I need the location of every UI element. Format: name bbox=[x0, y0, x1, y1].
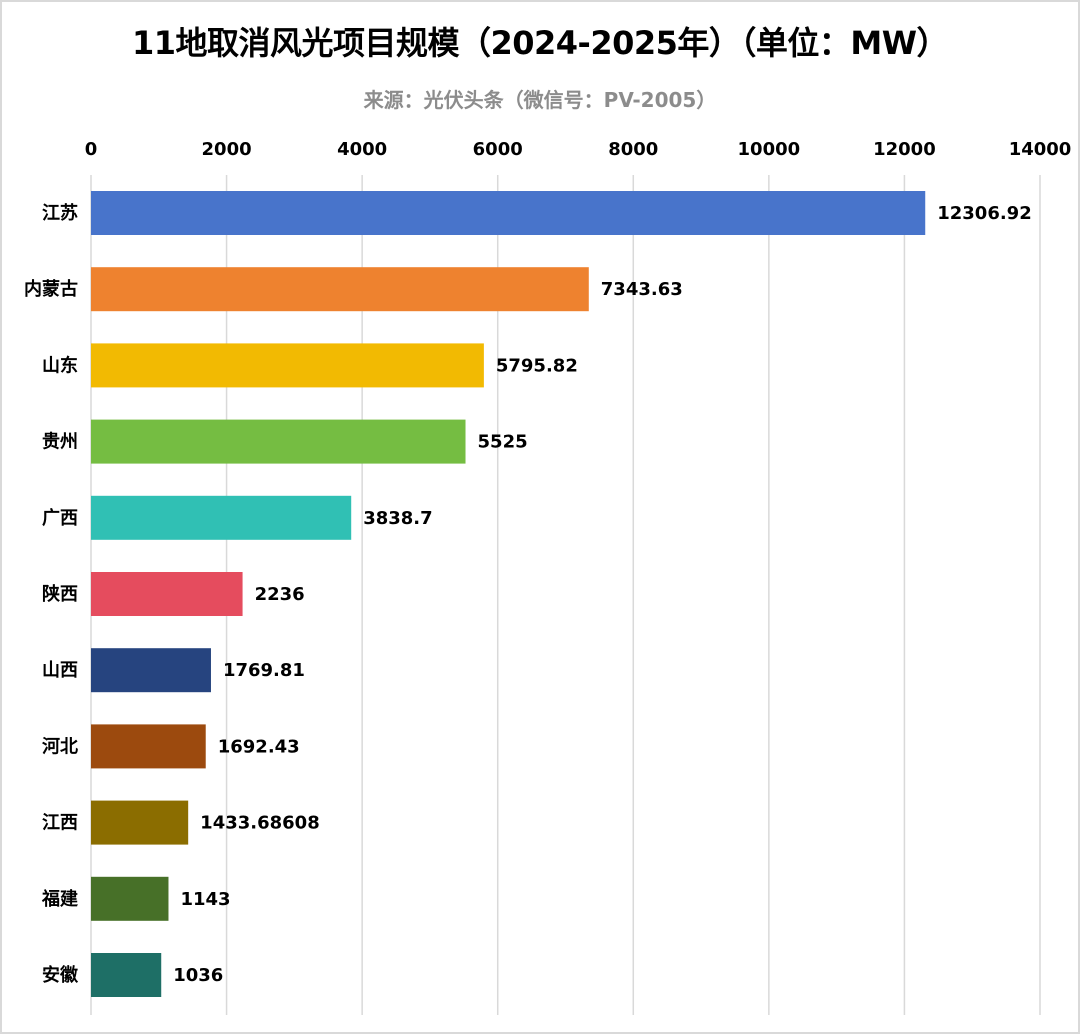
x-tick-label: 2000 bbox=[202, 139, 252, 160]
bar-1 bbox=[91, 191, 926, 235]
data-label: 2236 bbox=[255, 584, 305, 605]
bar-5 bbox=[91, 495, 352, 540]
data-label: 5525 bbox=[478, 432, 528, 453]
category-label: 陕西 bbox=[42, 583, 78, 605]
x-tick-label: 0 bbox=[85, 139, 98, 160]
category-label: 江苏 bbox=[42, 202, 78, 224]
data-label: 1692.43 bbox=[218, 736, 300, 757]
bar-7 bbox=[91, 648, 211, 693]
data-label: 1769.81 bbox=[223, 660, 305, 681]
bar-2 bbox=[91, 267, 589, 312]
category-label: 福建 bbox=[41, 888, 78, 910]
category-label: 山东 bbox=[42, 354, 78, 376]
bar-10 bbox=[91, 876, 169, 921]
data-label: 1433.68608 bbox=[200, 813, 320, 834]
bar-6 bbox=[91, 572, 243, 616]
x-tick-label: 14000 bbox=[1009, 139, 1072, 160]
data-label: 1143 bbox=[180, 889, 230, 910]
bar-4 bbox=[91, 419, 466, 464]
category-label: 河北 bbox=[42, 736, 78, 757]
bar-8 bbox=[91, 724, 206, 769]
category-label: 广西 bbox=[42, 507, 78, 529]
x-tick-label: 12000 bbox=[873, 139, 936, 160]
bar-9 bbox=[91, 800, 189, 845]
category-label: 山西 bbox=[42, 660, 78, 681]
x-tick-label: 6000 bbox=[473, 139, 523, 160]
data-label: 1036 bbox=[173, 965, 223, 986]
chart-title: 11地取消风光项目规模（2024-2025年）（单位：MW） bbox=[131, 24, 949, 62]
category-label: 江西 bbox=[42, 813, 78, 834]
data-label: 5795.82 bbox=[496, 355, 578, 376]
data-label: 7343.63 bbox=[601, 279, 683, 300]
x-tick-label: 4000 bbox=[337, 139, 387, 160]
x-tick-label: 8000 bbox=[608, 139, 658, 160]
chart-subtitle: 来源：光伏头条（微信号：PV-2005） bbox=[363, 88, 717, 112]
category-label: 贵州 bbox=[42, 432, 78, 453]
data-label: 3838.7 bbox=[363, 508, 432, 529]
bar-3 bbox=[91, 343, 484, 388]
bar-11 bbox=[91, 953, 162, 997]
x-tick-label: 10000 bbox=[738, 139, 801, 160]
data-label: 12306.92 bbox=[937, 203, 1032, 224]
category-label: 内蒙古 bbox=[24, 278, 78, 300]
category-label: 安徽 bbox=[42, 964, 79, 986]
